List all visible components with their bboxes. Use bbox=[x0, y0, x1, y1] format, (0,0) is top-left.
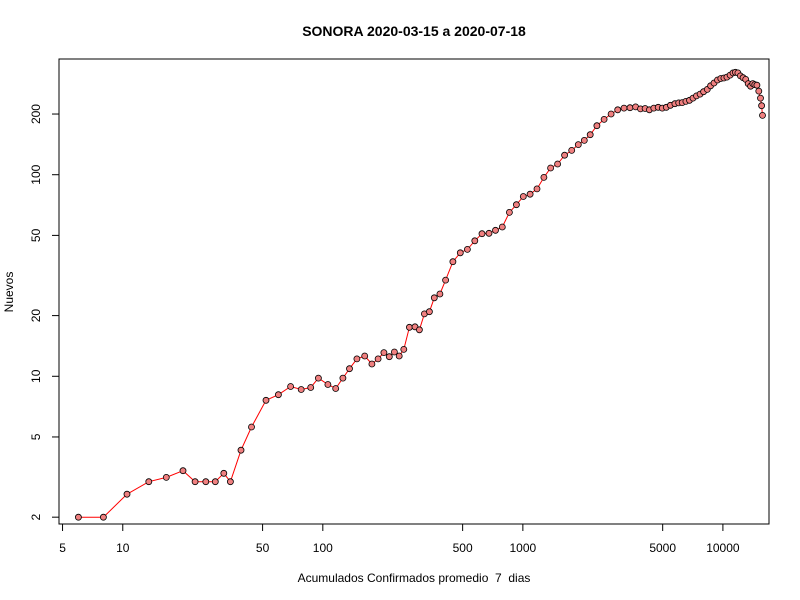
data-point bbox=[554, 160, 561, 168]
data-point bbox=[287, 383, 295, 390]
data-point bbox=[456, 249, 464, 257]
data-point bbox=[425, 308, 433, 316]
data-point bbox=[248, 423, 255, 431]
y-tick-label: 5 bbox=[29, 433, 43, 440]
y-tick-label: 10 bbox=[29, 369, 43, 383]
x-tick-label: 10000 bbox=[706, 541, 740, 555]
data-point bbox=[202, 478, 210, 486]
data-point bbox=[297, 386, 305, 393]
y-axis-label: Nuevos bbox=[2, 272, 16, 313]
data-point bbox=[346, 365, 353, 373]
x-tick-label: 50 bbox=[256, 541, 270, 555]
x-tick-label: 10 bbox=[116, 541, 130, 555]
data-point bbox=[526, 190, 534, 198]
data-point bbox=[368, 360, 376, 368]
data-point bbox=[332, 385, 340, 392]
data-point bbox=[324, 381, 332, 388]
series-line bbox=[78, 71, 763, 518]
data-point bbox=[307, 384, 315, 391]
x-axis: 5 10 50 100 500 1000 5000 10000 bbox=[59, 523, 740, 555]
data-point bbox=[353, 355, 361, 363]
x-axis-label: Acumulados Confirmados promedio 7 dias bbox=[298, 571, 531, 585]
y-tick-label: 50 bbox=[29, 228, 43, 242]
data-point bbox=[262, 396, 270, 404]
data-point bbox=[614, 106, 622, 114]
data-point bbox=[220, 469, 228, 477]
data-point bbox=[547, 164, 554, 172]
x-tick-label: 500 bbox=[453, 541, 473, 555]
data-point bbox=[100, 513, 107, 521]
data-point bbox=[759, 112, 766, 119]
data-point bbox=[449, 258, 457, 266]
data-point bbox=[492, 226, 499, 234]
data-point bbox=[274, 391, 282, 399]
data-point bbox=[533, 185, 541, 193]
data-point bbox=[620, 104, 628, 112]
data-point bbox=[436, 290, 444, 298]
data-point bbox=[758, 102, 765, 110]
data-point bbox=[430, 294, 438, 302]
data-point bbox=[380, 349, 388, 357]
data-point bbox=[463, 245, 471, 253]
data-point bbox=[498, 223, 506, 231]
data-point bbox=[478, 230, 486, 238]
y-tick-label: 2 bbox=[29, 514, 43, 521]
data-point bbox=[191, 478, 199, 486]
data-point bbox=[75, 513, 82, 521]
data-point bbox=[415, 326, 423, 334]
data-point bbox=[162, 473, 170, 481]
data-point bbox=[471, 237, 479, 245]
x-tick-label: 1000 bbox=[510, 541, 537, 555]
data-point bbox=[237, 446, 245, 454]
data-point bbox=[339, 374, 347, 382]
data-point bbox=[757, 94, 764, 102]
data-point bbox=[211, 478, 219, 486]
data-point bbox=[385, 353, 393, 361]
data-point bbox=[626, 104, 634, 112]
data-point bbox=[374, 355, 382, 363]
chart-title: SONORA 2020-03-15 a 2020-07-18 bbox=[302, 23, 526, 39]
x-tick-label: 5000 bbox=[649, 541, 676, 555]
y-tick-label: 100 bbox=[29, 164, 43, 184]
data-point bbox=[607, 110, 615, 118]
y-tick-label: 20 bbox=[29, 309, 43, 323]
data-point bbox=[226, 478, 234, 486]
y-axis: 2 5 10 20 50 100 200 bbox=[29, 104, 60, 521]
data-point bbox=[179, 467, 187, 475]
data-point bbox=[580, 136, 588, 144]
x-tick-label: 100 bbox=[313, 541, 333, 555]
data-point bbox=[395, 352, 403, 360]
data-point bbox=[505, 208, 513, 216]
data-point bbox=[593, 122, 601, 130]
data-point bbox=[390, 348, 398, 356]
data-point bbox=[755, 87, 763, 95]
data-point bbox=[519, 193, 527, 200]
data-point bbox=[400, 345, 408, 353]
data-point bbox=[568, 146, 576, 154]
data-point bbox=[314, 374, 322, 382]
data-point bbox=[145, 478, 153, 486]
data-point bbox=[574, 141, 582, 149]
data-point bbox=[405, 323, 413, 331]
y-tick-label: 200 bbox=[29, 104, 43, 124]
data-point bbox=[586, 131, 594, 139]
data-point bbox=[485, 229, 493, 237]
data-point bbox=[442, 276, 450, 284]
data-point bbox=[600, 116, 608, 123]
data-point bbox=[753, 81, 761, 89]
data-series bbox=[75, 68, 766, 521]
plot-frame bbox=[58, 58, 770, 525]
data-point bbox=[513, 201, 520, 209]
data-point bbox=[540, 173, 548, 181]
x-tick-label: 5 bbox=[59, 541, 66, 555]
data-point bbox=[361, 352, 369, 360]
data-point bbox=[561, 151, 568, 159]
data-point bbox=[123, 490, 131, 498]
